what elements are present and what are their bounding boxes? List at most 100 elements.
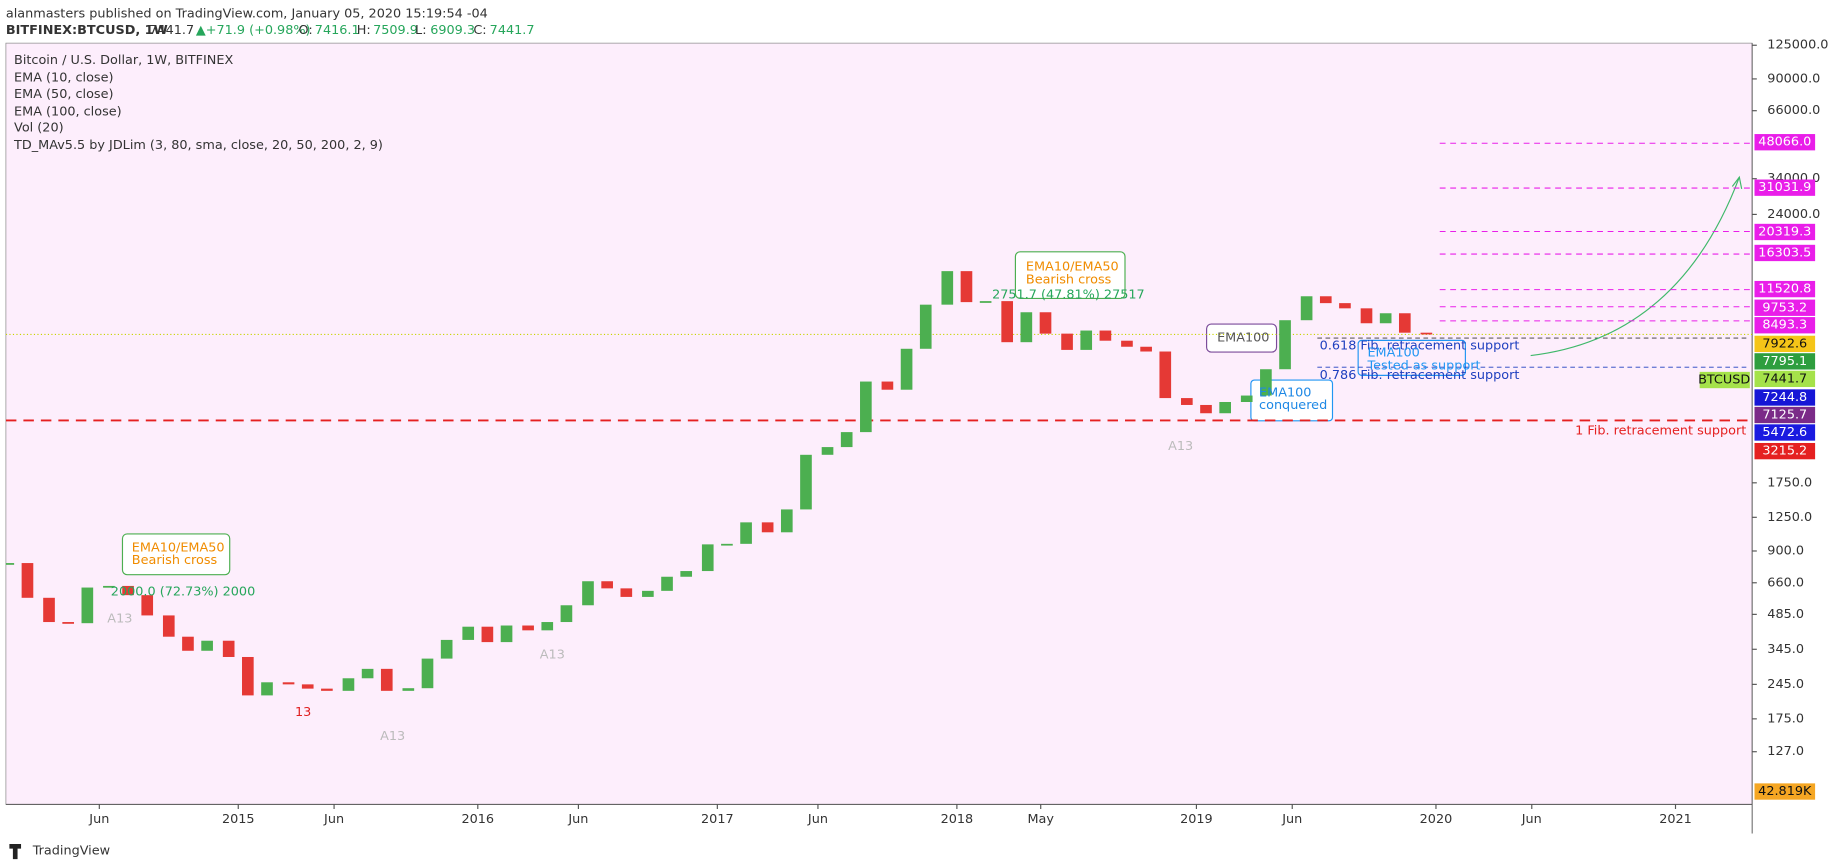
note-box — [121, 533, 231, 576]
price-tag-label: 5472.6 — [1762, 425, 1807, 440]
candle — [1420, 332, 1433, 335]
candle — [342, 678, 355, 691]
annotation: Bearish cross — [132, 553, 218, 568]
x-tick-label: 2021 — [1659, 812, 1692, 827]
candle — [380, 668, 393, 691]
candle — [21, 563, 34, 598]
price-tag-label: 7922.6 — [1762, 336, 1807, 351]
ohlc-key: C: — [473, 23, 486, 38]
ohlc-key: O: — [298, 23, 312, 38]
ohlc-val: 7416.1 — [315, 23, 360, 38]
x-tick-label: Jun — [1281, 812, 1302, 827]
price-tag — [1754, 299, 1816, 316]
price-tag — [1754, 317, 1816, 334]
annotation: A13 — [1168, 439, 1193, 454]
y-tick-label: 900.0 — [1767, 543, 1804, 558]
price-tag — [1754, 389, 1816, 406]
price-tag-label: 9753.2 — [1762, 300, 1807, 315]
legend-entry: EMA (100, close) — [14, 104, 122, 119]
annotation: 2000.0 (72.73%) 2000 — [111, 585, 255, 600]
x-tick-label: 2015 — [222, 812, 255, 827]
candle — [960, 271, 973, 303]
price-tag — [1754, 134, 1816, 151]
candle — [1319, 296, 1332, 304]
legend-entry: EMA (10, close) — [14, 71, 113, 86]
price-tag-label: 11520.8 — [1758, 282, 1811, 297]
candle — [1001, 301, 1014, 343]
candle — [1219, 401, 1231, 414]
x-tick-label: Jun — [323, 812, 344, 827]
candle — [582, 581, 594, 606]
y-tick-label: 1250.0 — [1767, 510, 1812, 525]
price-tag — [1754, 424, 1816, 441]
candle — [1300, 296, 1313, 321]
candle — [500, 625, 513, 643]
x-tick-label: Jun — [1521, 812, 1542, 827]
note-box — [1206, 323, 1278, 353]
candle — [261, 682, 273, 696]
ohlc-val: 7509.9 — [373, 23, 418, 38]
symbol-tag — [1699, 371, 1750, 389]
ohlc-key: H: — [357, 23, 371, 38]
publisher: alanmasters published on TradingView.com… — [6, 6, 488, 21]
candle — [462, 626, 475, 640]
candle — [1039, 312, 1052, 334]
annotation: 13 — [295, 705, 311, 720]
annotation: EMA100 — [1259, 385, 1311, 400]
price-tag-label: 3215.2 — [1762, 444, 1807, 459]
x-tick-label: Jun — [567, 812, 588, 827]
price-tag-label: 7441.7 — [1762, 371, 1807, 386]
annotation: conquered — [1259, 398, 1327, 413]
price-tag-label: 7125.7 — [1762, 407, 1807, 422]
candle — [122, 585, 134, 596]
legend-entry: Vol (20) — [14, 121, 64, 136]
candle — [1260, 369, 1272, 396]
x-tick-label: 2016 — [461, 812, 494, 827]
price-tag — [1754, 370, 1816, 388]
candle — [43, 597, 55, 623]
candle — [721, 543, 733, 546]
candle — [620, 588, 633, 597]
candle — [1398, 313, 1411, 333]
annotation: EMA10/EMA50 — [1026, 259, 1119, 274]
candle — [642, 590, 654, 597]
candle — [141, 595, 154, 616]
candle — [1020, 312, 1033, 343]
note-box — [1357, 339, 1466, 376]
ohlc-key: L: — [415, 23, 426, 38]
arrow-head — [1731, 175, 1743, 189]
candle — [321, 688, 333, 691]
y-tick-label: 175.0 — [1767, 711, 1804, 726]
ohlc-val: 6909.3 — [430, 23, 475, 38]
ohlc: O: 7416.1 H: 7509.9 L: 6909.3 C: 7441.7 — [298, 23, 534, 38]
candle — [821, 447, 834, 455]
candle — [222, 640, 235, 657]
symbol: BITFINEX:BTCUSD, 1W — [6, 23, 168, 38]
candle — [1379, 313, 1392, 324]
annotation: EMA100 — [1217, 331, 1269, 346]
candle — [1121, 340, 1133, 347]
support-label: 1 Fib. retracement support — [1575, 423, 1746, 438]
candle — [1080, 330, 1093, 350]
price-tag — [1754, 335, 1816, 353]
x-tick-label: May — [1027, 812, 1054, 827]
annotation: EMA100 — [1367, 346, 1419, 361]
candle — [680, 571, 693, 577]
annotation: A13 — [540, 648, 565, 663]
x-tick-label: Jun — [807, 812, 828, 827]
candle — [860, 381, 872, 433]
price-tag — [1754, 442, 1816, 460]
candle — [979, 301, 992, 303]
price-tag — [1754, 244, 1816, 262]
candle — [601, 581, 613, 589]
y-tick-label: 345.0 — [1767, 642, 1804, 657]
projection-arrow — [1530, 176, 1740, 357]
candle — [1140, 346, 1152, 352]
note-box — [1014, 251, 1126, 300]
logo — [9, 843, 22, 860]
price-tag — [1754, 280, 1816, 298]
candle — [701, 544, 714, 572]
candle — [881, 381, 894, 390]
candle — [242, 656, 254, 696]
